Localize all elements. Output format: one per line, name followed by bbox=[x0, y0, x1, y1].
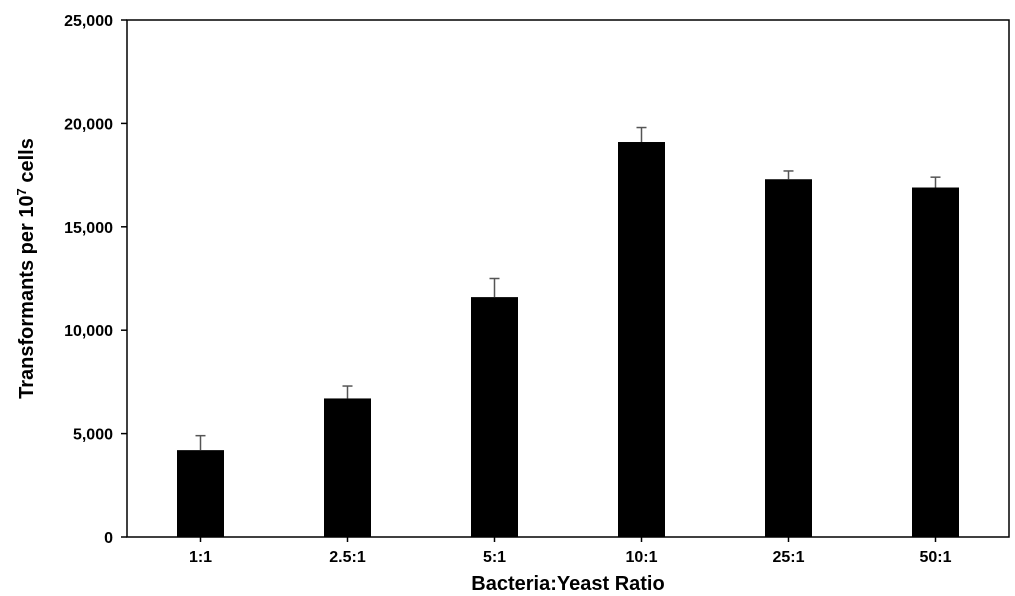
x-tick-label: 10:1 bbox=[625, 549, 657, 566]
bar bbox=[912, 187, 959, 537]
x-tick-label: 2.5:1 bbox=[329, 549, 366, 566]
error-bar bbox=[636, 126, 647, 143]
error-bars-layer bbox=[195, 126, 941, 451]
bar bbox=[177, 450, 224, 537]
x-tick-label: 25:1 bbox=[772, 549, 804, 566]
y-axis-title-superscript: 7 bbox=[14, 188, 29, 195]
x-axis-title: Bacteria:Yeast Ratio bbox=[471, 573, 664, 595]
y-axis-title-main: Transformants per 10 bbox=[16, 195, 38, 398]
bar bbox=[324, 398, 371, 537]
x-tick-label: 5:1 bbox=[483, 549, 506, 566]
x-tick-label: 50:1 bbox=[919, 549, 951, 566]
y-tick-label: 25,000 bbox=[64, 13, 113, 30]
error-bar bbox=[783, 170, 794, 180]
bars-layer bbox=[177, 142, 959, 537]
x-axis-ticks: 1:1 2.5:1 5:1 10:1 25:1 50:1 bbox=[189, 537, 952, 566]
y-tick-label: 10,000 bbox=[64, 323, 113, 340]
error-bar bbox=[195, 434, 206, 451]
y-axis-title-suffix: cells bbox=[16, 138, 38, 188]
y-tick-label: 15,000 bbox=[64, 220, 113, 237]
bar bbox=[471, 297, 518, 537]
error-bar bbox=[489, 277, 500, 298]
bar bbox=[618, 142, 665, 537]
plot-frame bbox=[126, 19, 1010, 538]
error-bar bbox=[342, 385, 353, 399]
y-tick-label: 0 bbox=[104, 530, 113, 547]
y-tick-label: 20,000 bbox=[64, 116, 113, 133]
y-axis-ticks: 0 5,000 10,000 15,000 20,000 25,000 bbox=[64, 13, 127, 547]
y-axis-title: Transformants per 107 cells bbox=[14, 138, 39, 399]
error-bar bbox=[930, 176, 941, 188]
y-tick-label: 5,000 bbox=[73, 427, 113, 444]
bar bbox=[765, 179, 812, 537]
x-tick-label: 1:1 bbox=[189, 549, 212, 566]
